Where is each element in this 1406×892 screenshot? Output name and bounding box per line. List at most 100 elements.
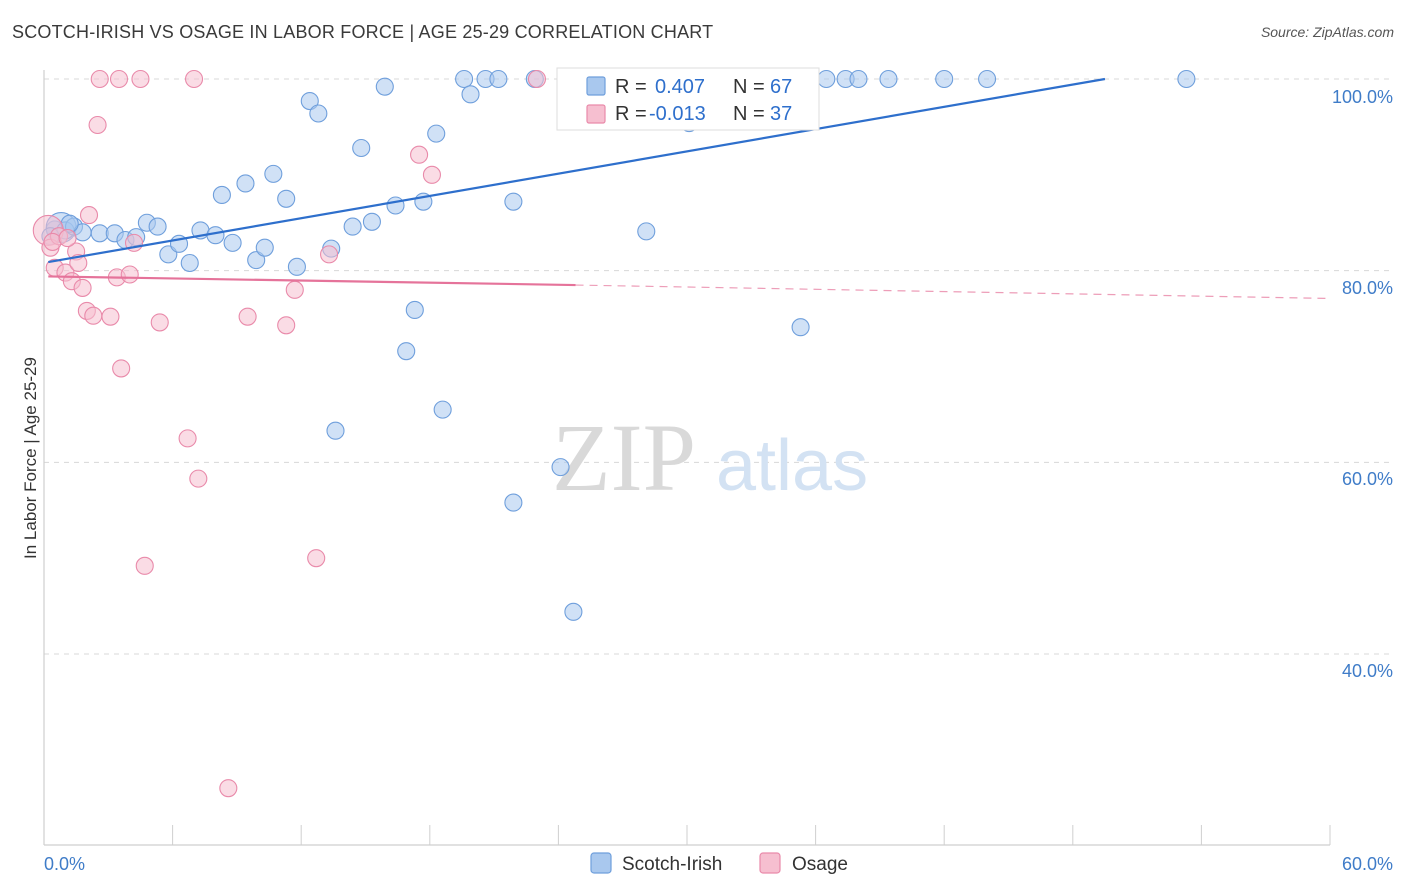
point-scotch-irish bbox=[397, 342, 416, 361]
point-osage bbox=[79, 206, 99, 225]
point-osage bbox=[307, 549, 326, 568]
point-scotch-irish bbox=[935, 69, 954, 89]
point-osage bbox=[410, 145, 429, 164]
trend-line-scotch-irish bbox=[48, 77, 1106, 264]
point-scotch-irish bbox=[879, 69, 898, 89]
point-scotch-irish bbox=[564, 602, 583, 621]
watermark-atlas: atlas bbox=[716, 426, 868, 506]
bottom-legend-label-osage: Osage bbox=[792, 854, 848, 875]
axes bbox=[43, 70, 1331, 846]
point-osage bbox=[527, 69, 547, 89]
point-scotch-irish bbox=[223, 233, 242, 252]
bottom-legend-label-scotch-irish: Scotch-Irish bbox=[622, 854, 722, 875]
point-scotch-irish bbox=[247, 251, 266, 270]
point-scotch-irish bbox=[817, 69, 836, 89]
point-scotch-irish bbox=[326, 421, 345, 440]
correlation-legend: R = 0.407 N = 67 R = -0.013 N = 37 bbox=[556, 67, 820, 131]
point-scotch-irish bbox=[849, 69, 868, 89]
y-tick-label-80: 80.0% bbox=[1342, 278, 1393, 298]
legend-n-label-1: N = bbox=[733, 76, 765, 98]
point-scotch-irish bbox=[212, 185, 231, 205]
point-scotch-irish bbox=[551, 458, 570, 477]
point-scotch-irish bbox=[433, 400, 452, 419]
trend-line-osage bbox=[48, 275, 576, 287]
legend-r-value-1: 0.407 bbox=[655, 76, 705, 98]
point-scotch-irish bbox=[427, 124, 446, 143]
point-scotch-irish bbox=[504, 192, 523, 211]
point-scotch-irish bbox=[375, 77, 394, 96]
chart-title: SCOTCH-IRISH VS OSAGE IN LABOR FORCE | A… bbox=[12, 22, 714, 42]
y-tick-label-40: 40.0% bbox=[1342, 661, 1393, 681]
point-osage bbox=[109, 69, 129, 89]
point-scotch-irish bbox=[287, 257, 306, 276]
point-scotch-irish bbox=[978, 69, 997, 89]
point-osage bbox=[277, 316, 296, 335]
point-osage bbox=[320, 245, 339, 264]
point-scotch-irish bbox=[264, 164, 283, 183]
y-axis-label: In Labor Force | Age 25-29 bbox=[21, 357, 40, 559]
point-scotch-irish bbox=[343, 217, 362, 236]
point-osage bbox=[73, 278, 92, 297]
point-osage bbox=[90, 69, 109, 89]
legend-r-value-2: -0.013 bbox=[649, 103, 706, 125]
legend-r-label-2: R = bbox=[615, 103, 647, 125]
point-osage bbox=[150, 313, 169, 332]
point-scotch-irish bbox=[255, 238, 274, 257]
point-osage bbox=[135, 556, 154, 575]
legend-r-label-1: R = bbox=[615, 76, 647, 98]
gridlines bbox=[44, 78, 1390, 655]
legend-n-value-1: 67 bbox=[770, 76, 792, 98]
point-osage bbox=[101, 307, 120, 326]
point-scotch-irish bbox=[405, 300, 424, 320]
point-scotch-irish bbox=[362, 212, 381, 231]
y-tick-label-100: 100.0% bbox=[1332, 87, 1393, 107]
point-osage bbox=[184, 69, 204, 89]
point-scotch-irish bbox=[309, 104, 328, 123]
point-osage bbox=[58, 229, 77, 248]
trend-lines bbox=[48, 77, 1331, 300]
point-scotch-irish bbox=[300, 91, 319, 111]
watermark: ZIP atlas bbox=[552, 404, 868, 511]
x-tick-label-min: 0.0% bbox=[44, 854, 85, 874]
point-scotch-irish bbox=[637, 222, 656, 241]
legend-swatch-osage bbox=[586, 104, 606, 124]
legend-swatch-scotch-irish bbox=[586, 76, 606, 96]
point-scotch-irish bbox=[148, 217, 167, 236]
trend-line-extension-osage bbox=[575, 284, 1331, 300]
point-scotch-irish bbox=[90, 224, 109, 243]
point-osage bbox=[112, 359, 131, 378]
point-scotch-irish bbox=[386, 196, 405, 215]
point-osage bbox=[120, 265, 139, 284]
point-scotch-irish bbox=[277, 189, 296, 208]
point-scotch-irish bbox=[1177, 69, 1196, 89]
point-osage bbox=[285, 280, 304, 299]
series-legend: Scotch-Irish Osage bbox=[590, 852, 848, 875]
point-osage bbox=[238, 307, 257, 326]
point-scotch-irish bbox=[352, 138, 371, 158]
point-scotch-irish bbox=[180, 253, 199, 273]
point-osage bbox=[88, 115, 107, 135]
point-scotch-irish bbox=[489, 69, 508, 89]
bottom-legend-swatch-osage bbox=[759, 852, 781, 874]
y-tick-label-60: 60.0% bbox=[1342, 469, 1393, 489]
point-osage bbox=[84, 306, 103, 325]
legend-n-label-2: N = bbox=[733, 103, 765, 125]
point-osage bbox=[43, 232, 62, 251]
point-osage bbox=[178, 429, 197, 448]
point-scotch-irish bbox=[461, 85, 480, 104]
x-tick-label-max: 60.0% bbox=[1342, 854, 1393, 874]
point-osage bbox=[69, 253, 88, 273]
bottom-legend-swatch-scotch-irish bbox=[590, 852, 612, 874]
point-scotch-irish bbox=[791, 318, 810, 337]
point-osage bbox=[219, 779, 238, 798]
legend-n-value-2: 37 bbox=[770, 103, 792, 125]
point-scotch-irish bbox=[504, 493, 523, 512]
source-label: Source: ZipAtlas.com bbox=[1260, 24, 1394, 40]
point-scotch-irish bbox=[455, 69, 474, 89]
point-osage bbox=[189, 469, 208, 488]
point-osage bbox=[422, 165, 441, 184]
point-osage bbox=[131, 69, 150, 89]
watermark-zip: ZIP bbox=[552, 404, 696, 511]
point-scotch-irish bbox=[236, 174, 255, 193]
